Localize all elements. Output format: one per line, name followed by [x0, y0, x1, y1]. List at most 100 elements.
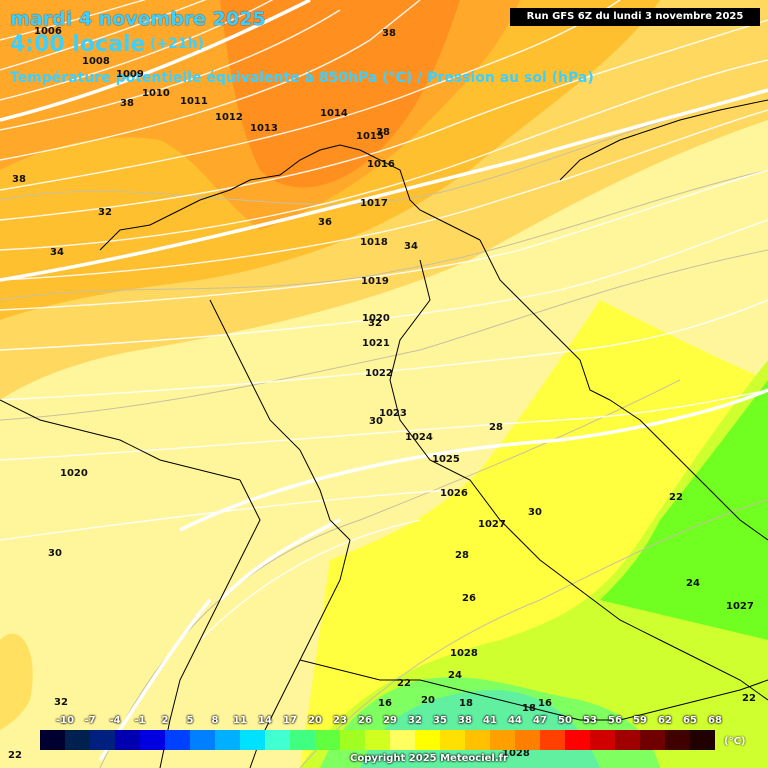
copyright: Copyright 2025 Meteociel.fr — [350, 753, 508, 764]
temp-label: 34 — [50, 247, 64, 258]
pressure-label: 1012 — [215, 112, 243, 123]
temp-label: 26 — [462, 593, 476, 604]
color-swatch — [90, 730, 115, 750]
color-swatch — [540, 730, 565, 750]
temp-label: 32 — [368, 318, 382, 329]
color-swatch — [240, 730, 265, 750]
color-scale-tick: 11 — [233, 715, 247, 726]
color-swatch — [390, 730, 415, 750]
color-scale-tick: 53 — [583, 715, 597, 726]
color-scale-tick: 8 — [211, 715, 219, 726]
temp-label: 22 — [397, 678, 411, 689]
temp-label: 16 — [538, 698, 552, 709]
pressure-label: 1018 — [360, 237, 388, 248]
pressure-label: 1009 — [116, 69, 144, 80]
borders — [0, 99, 768, 768]
temp-label: 18 — [522, 703, 536, 714]
pressure-label: 1016 — [367, 159, 395, 170]
temp-label: 32 — [54, 697, 68, 708]
color-swatch — [190, 730, 215, 750]
color-swatch — [165, 730, 190, 750]
color-scale-unit: (°C) — [724, 736, 746, 747]
pressure-label: 1021 — [362, 338, 390, 349]
pressure-label: 1019 — [361, 276, 389, 287]
color-scale-tick: 56 — [608, 715, 622, 726]
color-swatch — [565, 730, 590, 750]
color-swatch — [140, 730, 165, 750]
color-swatch — [40, 730, 65, 750]
temp-label: 30 — [48, 548, 62, 559]
temp-label: 28 — [455, 550, 469, 561]
pressure-label: 1020 — [362, 313, 390, 324]
pressure-label: 1017 — [360, 198, 388, 209]
pressure-label: 1027 — [726, 601, 754, 612]
field-deep-orange — [220, 0, 460, 188]
color-swatch — [115, 730, 140, 750]
pressure-label: 1010 — [142, 88, 170, 99]
field-green — [600, 380, 768, 640]
temp-label: 28 — [489, 422, 503, 433]
temp-label: 32 — [98, 207, 112, 218]
color-swatch — [640, 730, 665, 750]
color-scale-tick: 14 — [258, 715, 272, 726]
temp-label: 24 — [686, 578, 700, 589]
color-scale-tick: 5 — [186, 715, 194, 726]
color-scale-tick: 32 — [408, 715, 422, 726]
pressure-label: 1008 — [82, 56, 110, 67]
temp-label: 34 — [404, 241, 418, 252]
color-scale-tick: 68 — [708, 715, 722, 726]
color-swatch — [665, 730, 690, 750]
color-scale-tick: 29 — [383, 715, 397, 726]
temp-label: 22 — [742, 693, 756, 704]
color-scale-tick: -10 — [55, 715, 75, 726]
temp-label: 16 — [378, 698, 392, 709]
map-title: Température potentielle équivalente à 85… — [10, 70, 594, 86]
pressure-label: 1006 — [34, 26, 62, 37]
field-west-patch — [0, 633, 33, 730]
pressure-label: 1028 — [502, 748, 530, 759]
color-swatch — [515, 730, 540, 750]
pressure-label: 1026 — [440, 488, 468, 499]
temp-label: 20 — [421, 695, 435, 706]
color-scale-tick: 23 — [333, 715, 347, 726]
pressure-label: 1013 — [250, 123, 278, 134]
pressure-label: 1024 — [405, 432, 433, 443]
temp-label: 38 — [376, 127, 390, 138]
temp-label: 30 — [369, 416, 383, 427]
color-swatch — [590, 730, 615, 750]
color-swatch — [415, 730, 440, 750]
temp-label: 38 — [382, 28, 396, 39]
color-scale-tick: 50 — [558, 715, 572, 726]
color-scale-tick: 35 — [433, 715, 447, 726]
color-swatch — [440, 730, 465, 750]
color-swatch — [615, 730, 640, 750]
color-scale-tick: 47 — [533, 715, 547, 726]
color-scale-tick: 44 — [508, 715, 522, 726]
color-scale-tick: 65 — [683, 715, 697, 726]
forecast-lead: (+21h) — [150, 36, 204, 52]
pressure-label: 1028 — [450, 648, 478, 659]
color-scale-tick: 62 — [658, 715, 672, 726]
pressure-label: 1020 — [60, 468, 88, 479]
color-swatch — [465, 730, 490, 750]
temp-label: 18 — [459, 698, 473, 709]
temp-label: 38 — [12, 174, 26, 185]
pressure-label: 1023 — [379, 408, 407, 419]
color-swatch — [315, 730, 340, 750]
forecast-time: 4:00 locale — [10, 32, 146, 57]
color-scale-tick: 59 — [633, 715, 647, 726]
color-scale-tick: -4 — [109, 715, 121, 726]
isobars — [0, 0, 768, 641]
color-swatch — [215, 730, 240, 750]
color-swatch — [265, 730, 290, 750]
color-swatch — [490, 730, 515, 750]
color-scale-tick: 17 — [283, 715, 297, 726]
color-scale-tick: -7 — [84, 715, 96, 726]
pressure-label: 1027 — [478, 519, 506, 530]
color-scale-tick: -1 — [134, 715, 146, 726]
isotherms — [0, 89, 768, 768]
field-yellow-green — [300, 360, 768, 768]
temp-label: 22 — [8, 750, 22, 761]
